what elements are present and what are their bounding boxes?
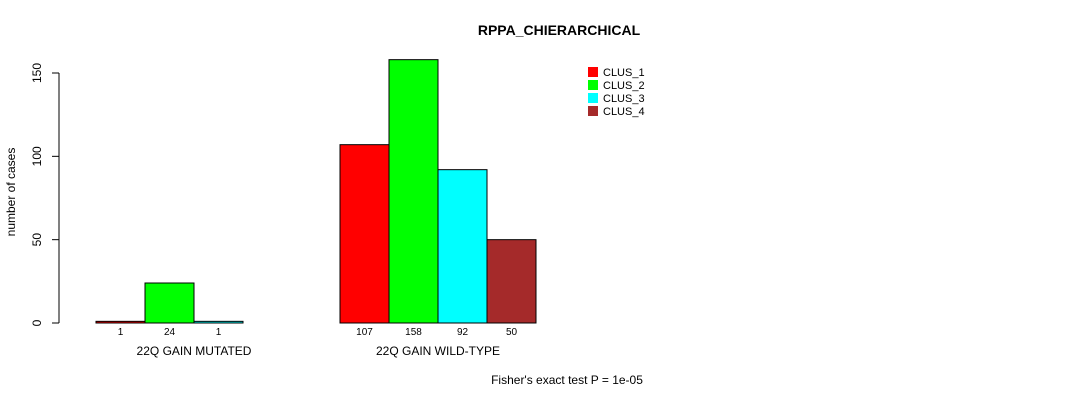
- group-labels: 22Q GAIN MUTATED 22Q GAIN WILD-TYPE: [137, 344, 500, 358]
- value-label: 92: [457, 327, 469, 338]
- legend-label: CLUS_1: [603, 67, 645, 79]
- legend-swatch: [588, 80, 598, 90]
- y-axis-label: number of cases: [4, 148, 18, 237]
- bar-clus-1-group-1: [95, 320, 146, 324]
- value-labels: 1 24 1 107 158 92 50: [118, 327, 518, 338]
- bar-clus-3-group-2: [437, 169, 488, 324]
- bar-clus-1-group-2: [339, 144, 390, 324]
- legend-label: CLUS_2: [603, 80, 645, 92]
- group-label: 22Q GAIN MUTATED: [137, 344, 252, 358]
- fisher-test-note: Fisher's exact test P = 1e-05: [491, 373, 643, 387]
- chart-title: RPPA_CHIERARCHICAL: [478, 22, 641, 38]
- value-label: 158: [405, 327, 422, 338]
- bar-clus-2-group-2: [388, 59, 439, 324]
- y-tick-label: 50: [30, 233, 44, 247]
- value-label: 107: [356, 327, 373, 338]
- bars: [95, 59, 537, 324]
- bar-clus-3-group-1: [193, 320, 244, 324]
- bar-clus-2-group-1: [144, 282, 195, 324]
- value-label: 1: [216, 327, 222, 338]
- y-tick-label: 150: [30, 63, 44, 83]
- legend-swatch: [588, 93, 598, 103]
- value-label: 50: [506, 327, 518, 338]
- bar-clus-4-group-2: [486, 239, 537, 324]
- legend-label: CLUS_3: [603, 93, 645, 105]
- value-label: 1: [118, 327, 124, 338]
- legend-label: CLUS_4: [603, 106, 645, 118]
- y-tick-label: 100: [30, 146, 44, 166]
- group-label: 22Q GAIN WILD-TYPE: [376, 344, 500, 358]
- value-label: 24: [164, 327, 176, 338]
- y-axis: 0 50 100 150: [30, 63, 60, 326]
- legend-swatch: [588, 106, 598, 116]
- y-tick-label: 0: [30, 319, 44, 326]
- legend-swatch: [588, 67, 598, 77]
